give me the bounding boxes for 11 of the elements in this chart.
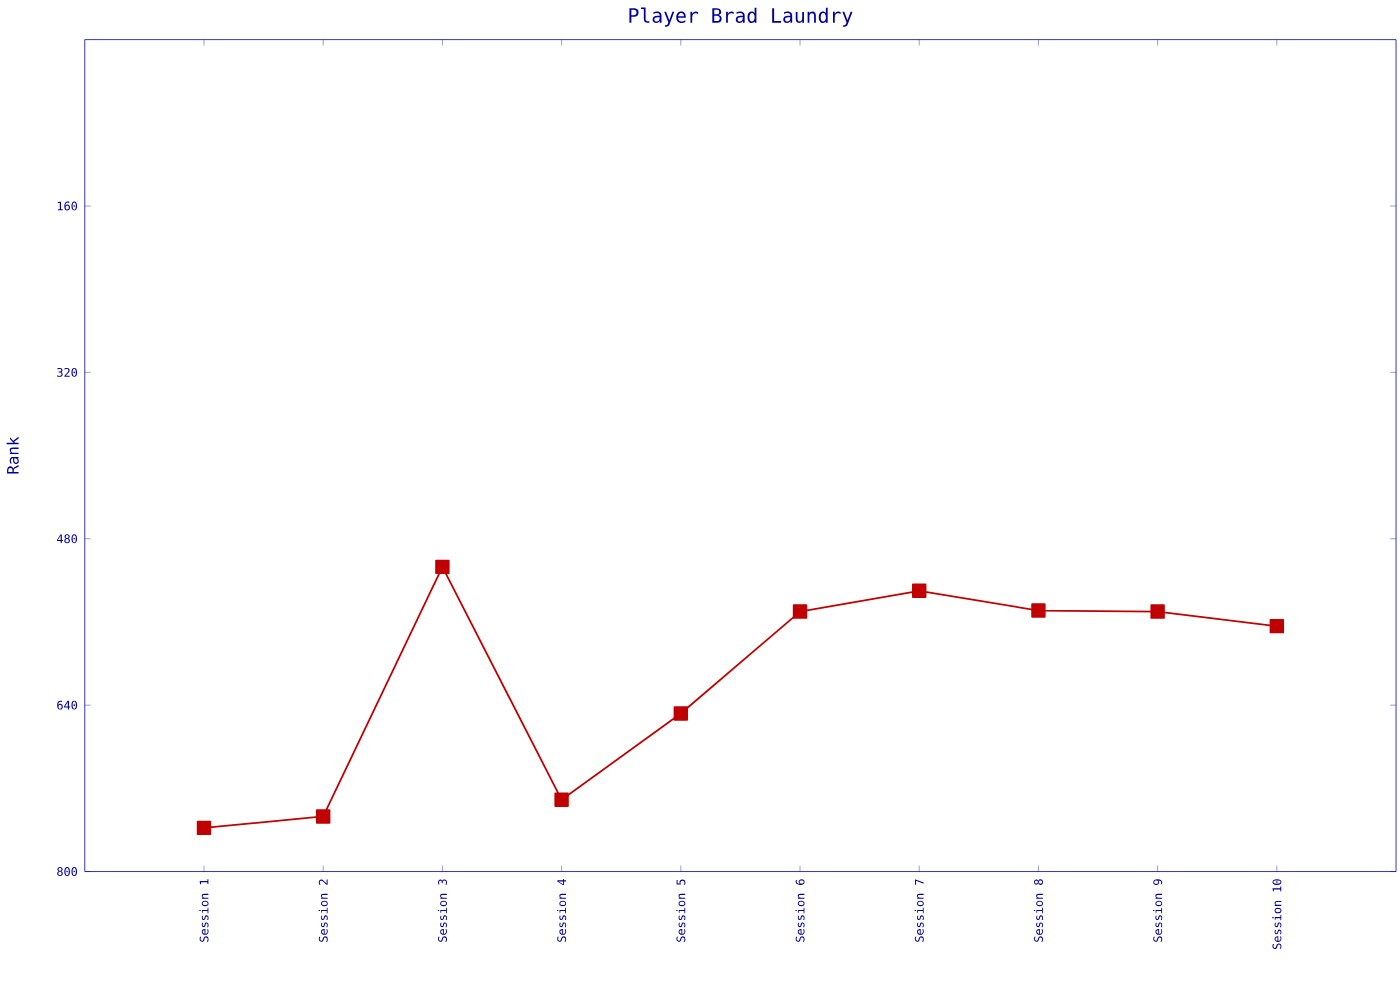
point — [792, 604, 808, 619]
point — [554, 792, 569, 807]
point — [196, 820, 212, 835]
point — [435, 559, 450, 574]
point — [1150, 604, 1165, 619]
point — [912, 583, 927, 598]
chart-title: Player Brad Laundry — [629, 7, 853, 27]
point — [1269, 618, 1285, 634]
point — [1031, 603, 1046, 618]
point — [315, 809, 331, 824]
point — [673, 706, 689, 721]
